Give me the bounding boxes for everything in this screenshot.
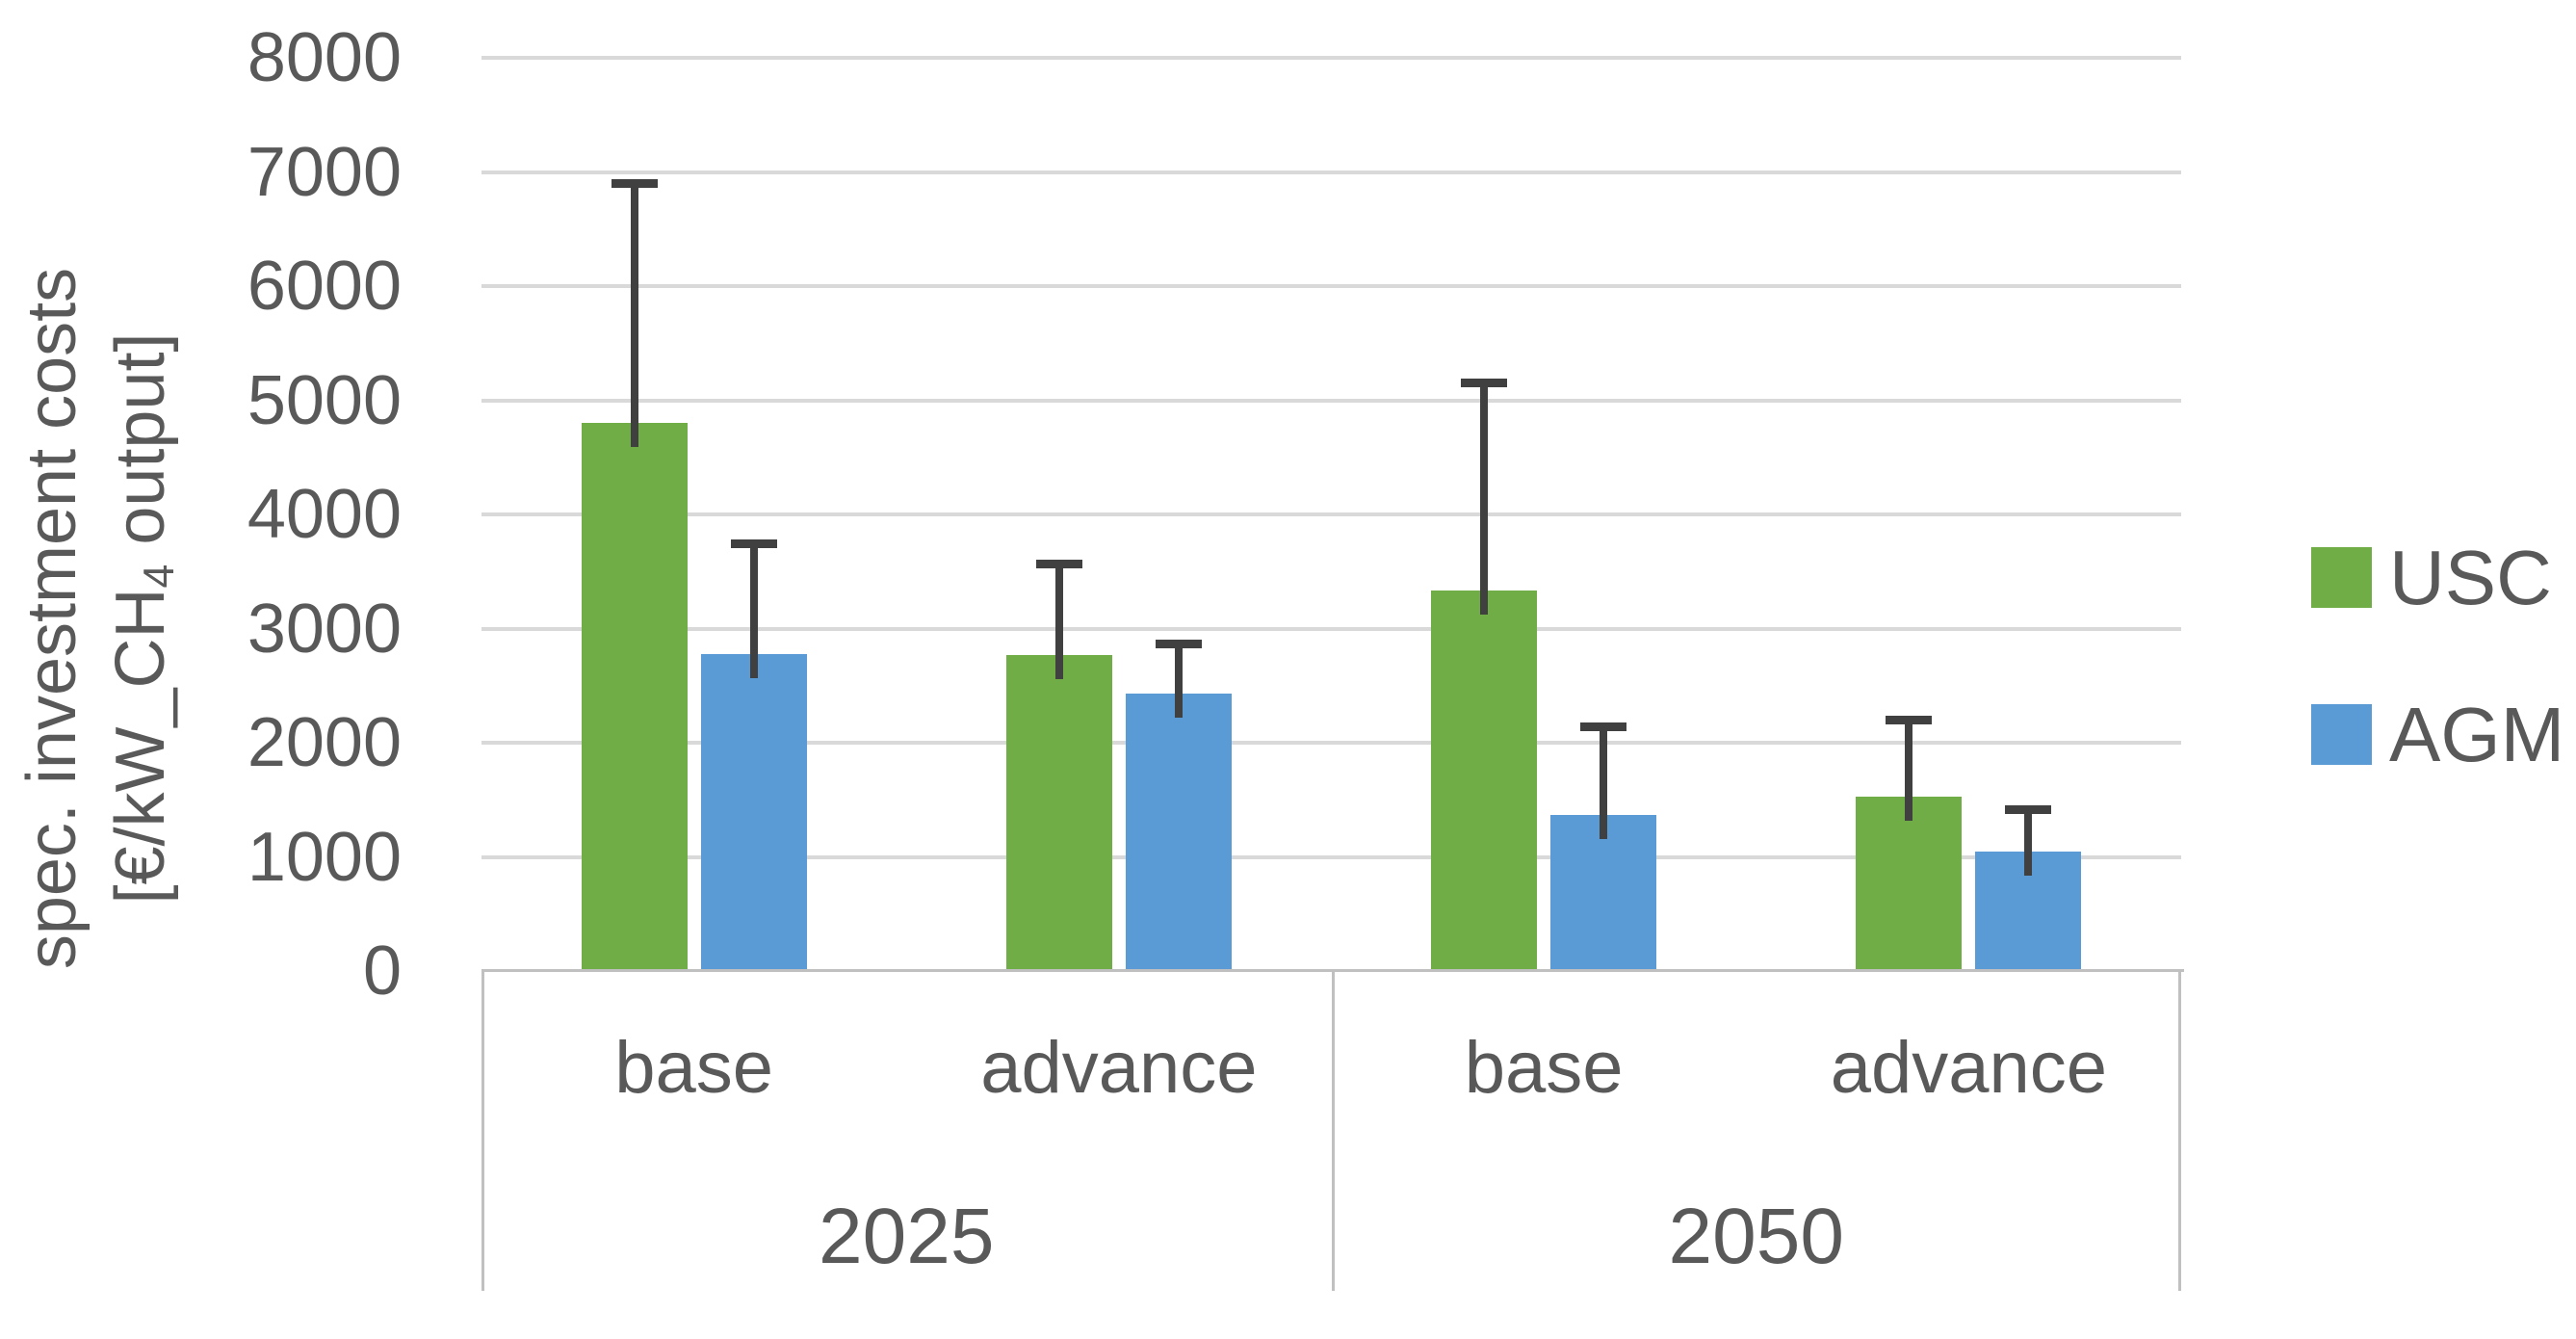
- gridline: [481, 741, 2181, 745]
- y-tick-label: 2000: [247, 704, 402, 781]
- y-tick-label: 0: [362, 932, 402, 1010]
- error-bar-cap-usc: [1886, 715, 1933, 724]
- y-tick-label: 5000: [247, 361, 402, 439]
- x-axis-line: [481, 969, 2184, 972]
- gridline: [481, 56, 2181, 60]
- gridline: [481, 512, 2181, 516]
- error-bar-agm: [1174, 640, 1183, 719]
- error-bar-cap-agm: [1155, 640, 1202, 649]
- category-label: base: [1464, 1027, 1624, 1109]
- legend-item-agm: AGM: [2311, 692, 2565, 777]
- gridline: [481, 854, 2181, 859]
- error-bar-agm: [1600, 722, 1608, 839]
- error-bar-usc: [1480, 378, 1489, 616]
- y-tick-label: 7000: [247, 133, 402, 211]
- error-bar-cap-agm: [730, 539, 777, 549]
- error-bar-cap-usc: [1461, 378, 1508, 387]
- y-tick-label: 6000: [247, 248, 402, 325]
- gridline: [481, 626, 2181, 631]
- error-bar-cap-agm: [1580, 722, 1627, 731]
- year-label: 2050: [1668, 1193, 1844, 1280]
- y-tick-labels: 8000 7000 6000 5000 4000 3000 2000 1000 0: [0, 0, 402, 1339]
- error-bar-cap-usc: [1035, 560, 1082, 569]
- x-axis-divider: [1331, 971, 1335, 1291]
- error-bar-cap-agm: [2005, 805, 2052, 815]
- plot-area: [481, 56, 2181, 971]
- y-tick-label: 3000: [247, 590, 402, 668]
- legend-label-agm: AGM: [2389, 692, 2565, 777]
- y-tick-label: 8000: [247, 19, 402, 96]
- error-bar-usc: [1905, 715, 1913, 821]
- x-axis-divider: [481, 971, 484, 1291]
- category-label: base: [614, 1027, 774, 1109]
- bar-usc: [581, 423, 688, 971]
- year-label: 2025: [819, 1193, 995, 1280]
- x-axis: base advance base advance 2025 2050: [481, 971, 2181, 1291]
- category-label: advance: [1830, 1027, 2108, 1109]
- y-tick-label: 1000: [247, 818, 402, 896]
- bar-agm: [700, 653, 807, 971]
- legend-swatch-agm: [2311, 704, 2372, 765]
- legend-label-usc: USC: [2389, 535, 2552, 620]
- legend-item-usc: USC: [2311, 535, 2564, 620]
- legend: USC AGM: [2311, 535, 2565, 861]
- gridline: [481, 170, 2181, 174]
- bar-agm: [1550, 814, 1657, 971]
- bar-usc: [1431, 591, 1538, 971]
- bar-usc: [1005, 654, 1112, 971]
- x-axis-divider: [2178, 971, 2181, 1291]
- error-bar-agm: [2024, 805, 2033, 876]
- gridline: [481, 398, 2181, 403]
- category-label: advance: [980, 1027, 1258, 1109]
- error-bar-usc: [1054, 560, 1063, 679]
- bar-agm: [1125, 694, 1232, 971]
- error-bar-cap-usc: [611, 178, 658, 188]
- error-bar-usc: [630, 178, 638, 448]
- bar-usc: [1856, 796, 1963, 971]
- legend-swatch-usc: [2311, 547, 2372, 608]
- error-bar-agm: [749, 539, 758, 678]
- gridline: [481, 284, 2181, 288]
- y-tick-label: 4000: [247, 476, 402, 553]
